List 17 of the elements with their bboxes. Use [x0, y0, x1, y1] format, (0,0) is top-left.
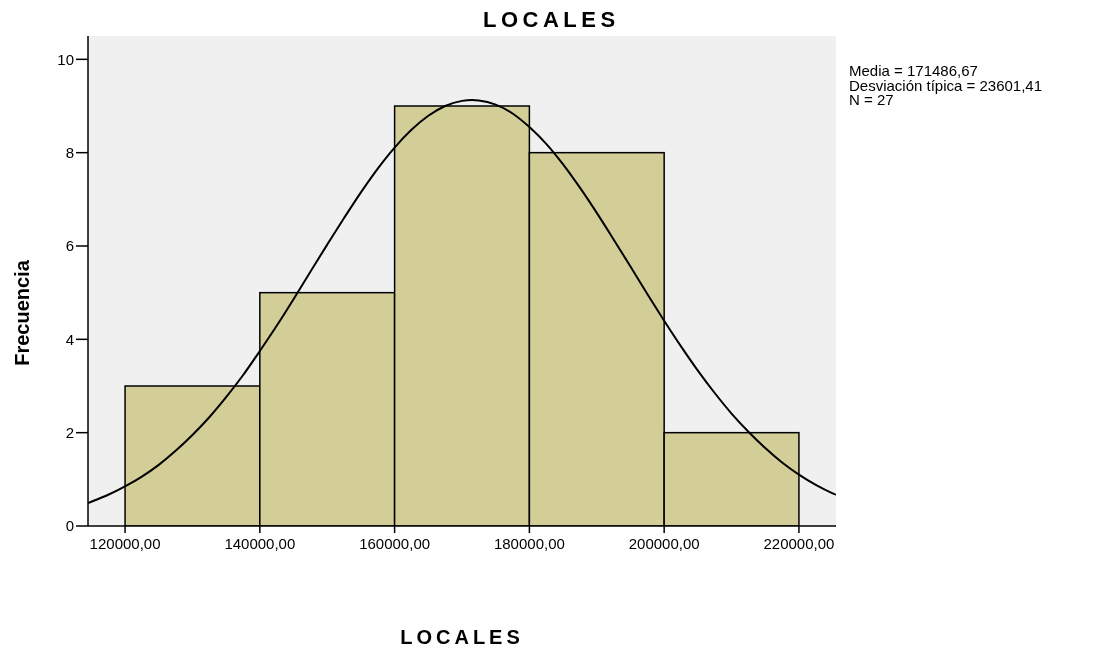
x-tick-label: 140000,00	[224, 534, 296, 552]
y-tick-label: 4	[65, 330, 74, 348]
x-tick-label: 200000,00	[628, 534, 700, 552]
text: N = 27	[849, 91, 894, 108]
y-tick-label: 0	[65, 517, 74, 535]
x-axis-title: LOCALES	[400, 626, 524, 649]
x-tick-label: 220000,00	[763, 534, 835, 552]
y-tick-label: 6	[65, 237, 74, 255]
x-tick-label: 180000,00	[493, 534, 565, 552]
chart-title: LOCALES	[483, 7, 620, 32]
y-tick-label: 10	[57, 50, 74, 68]
x-tick-label: 160000,00	[359, 534, 431, 552]
y-tick-label: 2	[65, 423, 74, 441]
y-axis-title: Frecuencia	[10, 259, 34, 366]
x-tick-label: 120000,00	[89, 534, 161, 552]
y-tick-label: 8	[65, 143, 74, 161]
text: Media = 171486,67	[849, 62, 978, 79]
